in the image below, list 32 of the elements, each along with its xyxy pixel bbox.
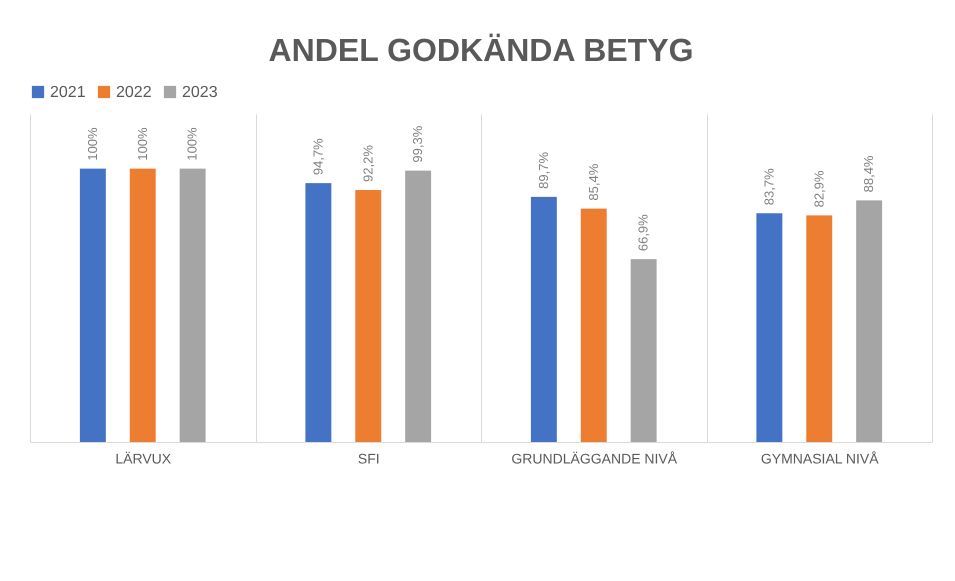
data-label: 99,3%	[410, 125, 426, 163]
x-tick-label: GRUNDLÄGGANDE NIVÅ	[511, 450, 678, 466]
data-label: 88,4%	[861, 155, 876, 192]
data-label: 100%	[134, 126, 150, 161]
bar	[806, 215, 832, 442]
bar	[630, 259, 657, 442]
bar	[756, 213, 782, 442]
data-label: 100%	[184, 126, 200, 161]
data-label: 66,9%	[636, 214, 651, 252]
data-label: 94,7%	[310, 138, 326, 176]
bar	[405, 170, 432, 442]
data-label: 85,4%	[586, 163, 601, 201]
data-label: 83,7%	[761, 168, 776, 206]
x-tick-label: GYMNASIAL NIVÅ	[760, 450, 880, 466]
data-label: 89,7%	[536, 152, 551, 189]
bar	[856, 200, 882, 442]
chart-title: ANDEL GODKÄNDA BETYG	[268, 32, 694, 68]
bar	[580, 208, 607, 442]
bar	[80, 168, 106, 442]
bar	[355, 190, 382, 442]
legend-label: 2022	[116, 84, 152, 101]
x-tick-label: SFI	[358, 450, 380, 466]
legend-label: 2021	[50, 84, 86, 101]
bar	[180, 168, 206, 442]
bar	[305, 183, 332, 442]
data-label: 100%	[84, 126, 100, 161]
legend-label: 2023	[182, 84, 218, 101]
data-label: 82,9%	[811, 170, 826, 208]
bar	[130, 168, 156, 442]
bar	[530, 196, 557, 442]
x-tick-label: LÄRVUX	[115, 450, 172, 466]
data-label: 92,2%	[360, 144, 376, 182]
